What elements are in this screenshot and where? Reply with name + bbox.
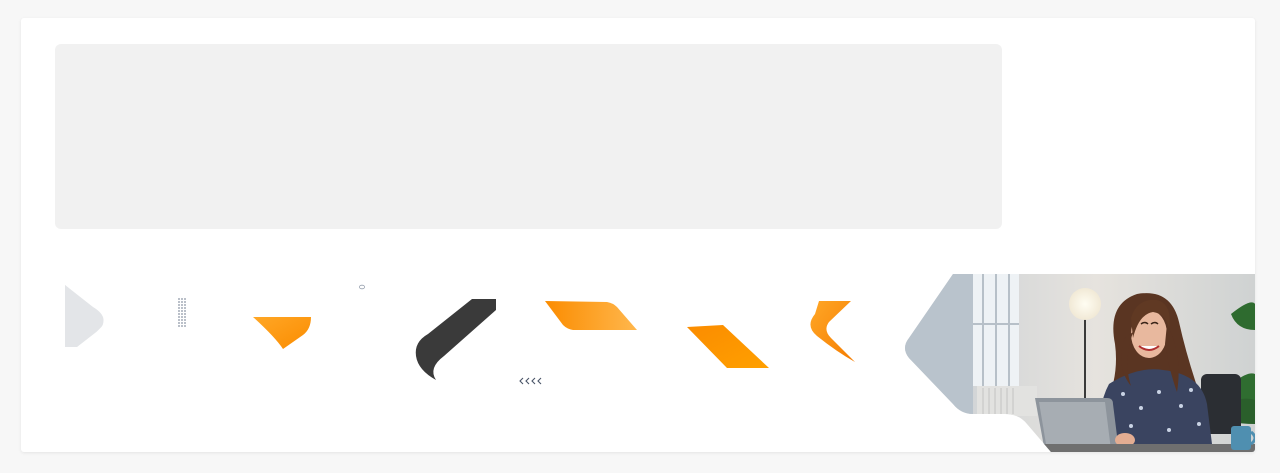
- orange-chevron-left-shape: [810, 301, 855, 362]
- tiny-chevrons-shape: [519, 377, 542, 385]
- small-ring-shape: [359, 284, 365, 290]
- orange-parallelogram-shape: [545, 301, 637, 330]
- orange-slant-bar-shape: [687, 325, 769, 368]
- orange-triangle-shape: [253, 317, 311, 349]
- light-gray-chevron-shape: [65, 285, 104, 347]
- content-card: [21, 18, 1255, 452]
- dark-ribbon-swoosh-shape: [415, 299, 496, 380]
- woman-with-laptop-photo: [901, 274, 1255, 452]
- content-placeholder: [55, 44, 1002, 229]
- dot-grid-shape: [178, 298, 186, 327]
